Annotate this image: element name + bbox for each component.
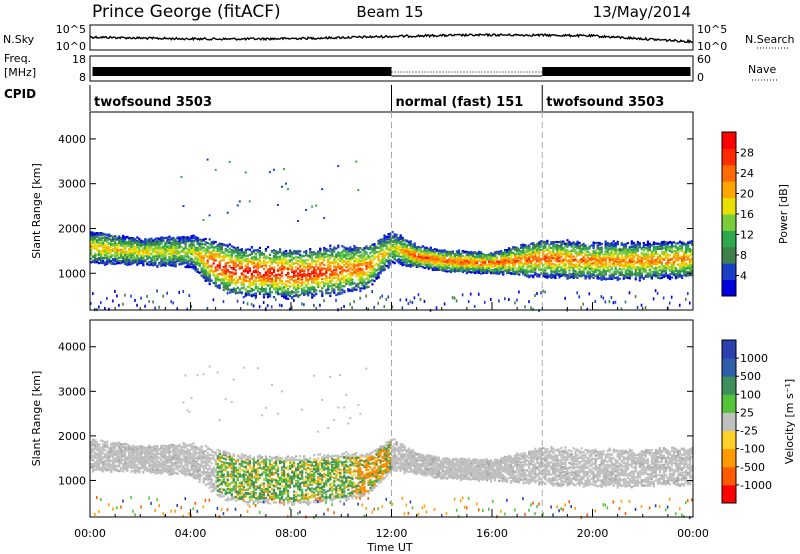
nave-label: Nave <box>748 63 776 76</box>
xtick-3: 12:00 <box>376 527 408 540</box>
velocity-cbar-seg-2 <box>722 448 736 468</box>
freq-bar-seg2 <box>542 67 691 76</box>
velocity-cbar-seg-1 <box>722 466 736 486</box>
velocity-scatter <box>90 365 694 520</box>
power-scatter <box>90 158 694 313</box>
velocity-cbar-seg-7 <box>722 358 736 377</box>
freq-tick-bottom: 8 <box>79 71 86 84</box>
sky-noise-trace <box>89 32 694 45</box>
power-cbar-seg-4 <box>722 214 736 231</box>
nave-tick-top: 60 <box>697 53 711 66</box>
velocity-cbar-seg-8 <box>722 340 736 359</box>
power-cbar-seg-1 <box>722 263 736 281</box>
velocity-cbar-seg-3 <box>722 430 736 450</box>
velocity-cbar-tick-5: -100 <box>740 443 765 456</box>
velocity-ytick-1: 2000 <box>58 430 86 443</box>
velocity-ytick-2: 3000 <box>58 385 86 398</box>
date-label: 13/May/2014 <box>593 3 691 21</box>
velocity-cbar-label: Velocity [m s⁻¹] <box>783 379 796 464</box>
xtick-6: 00:00 <box>677 527 709 540</box>
sky-left-tick-top: 10^5 <box>56 23 86 36</box>
freq-label-line1: Freq. <box>4 52 31 65</box>
sky-panel-frame <box>89 24 694 51</box>
power-cbar-tick-4: 20 <box>740 188 754 201</box>
power-cbar-seg-5 <box>722 197 736 215</box>
sky-right-tick-bottom: 10^0 <box>697 40 727 53</box>
velocity-cbar-frame <box>721 339 737 504</box>
velocity-cbar-tick-2: 100 <box>740 388 761 401</box>
velocity-cbar-tick-0: 1000 <box>740 352 768 365</box>
power-cbar-seg-0 <box>722 279 736 297</box>
power-cbar-seg-6 <box>722 181 736 199</box>
power-cbar-tick-5: 24 <box>740 167 754 180</box>
power-ytick-2: 3000 <box>58 178 86 191</box>
power-ytick-1: 2000 <box>58 222 86 235</box>
freq-panel-frame <box>89 55 694 82</box>
power-cbar-seg-3 <box>722 230 736 248</box>
power-ylabel: Slant Range [km] <box>30 163 43 259</box>
velocity-ytick-0: 1000 <box>58 474 86 487</box>
velocity-cbar-tick-3: 25 <box>740 406 754 419</box>
freq-tick-top: 18 <box>72 53 86 66</box>
velocity-cbar-tick-7: -1000 <box>740 479 772 492</box>
power-cbar-tick-2: 12 <box>740 229 754 242</box>
cpid-segment-1: normal (fast) 151 <box>396 95 524 110</box>
power-cbar-seg-8 <box>722 148 736 166</box>
cpid-label: CPID <box>4 87 36 101</box>
sky-right-tick-top: 10^5 <box>697 23 727 36</box>
beam-label: Beam 15 <box>356 3 423 21</box>
xtick-5: 20:00 <box>577 527 609 540</box>
power-cbar-seg-2 <box>722 246 736 264</box>
sky-right-label: N.Search <box>745 33 795 46</box>
velocity-cbar-tick-1: 500 <box>740 370 761 383</box>
power-cbar-seg-9 <box>722 132 736 149</box>
station-title: Prince George (fitACF) <box>92 2 281 22</box>
power-cbar-label: Power [dB] <box>777 184 790 244</box>
velocity-ylabel: Slant Range [km] <box>30 371 43 467</box>
velocity-cbar-seg-6 <box>722 376 736 395</box>
velocity-cbar-seg-5 <box>722 394 736 413</box>
power-cbar-tick-3: 16 <box>740 208 754 221</box>
power-cbar-tick-6: 28 <box>740 147 754 160</box>
sky-left-tick-bottom: 10^0 <box>56 40 86 53</box>
velocity-cbar-tick-6: -500 <box>740 461 765 474</box>
xtick-0: 00:00 <box>74 527 106 540</box>
power-cbar-tick-0: 4 <box>740 270 747 283</box>
freq-label-line2: [MHz] <box>4 66 36 79</box>
power-cbar-seg-7 <box>722 164 736 182</box>
velocity-ytick-3: 4000 <box>58 341 86 354</box>
nave-tick-bottom: 0 <box>697 71 704 84</box>
xlabel: Time UT <box>366 541 412 554</box>
power-ytick-0: 1000 <box>58 267 86 280</box>
power-cbar-tick-1: 8 <box>740 249 747 262</box>
xtick-2: 08:00 <box>275 527 307 540</box>
sky-left-label: N.Sky <box>3 33 35 46</box>
power-ytick-3: 4000 <box>58 133 86 146</box>
velocity-cbar-tick-4: -25 <box>740 425 758 438</box>
velocity-cbar-seg-0 <box>722 484 736 504</box>
cpid-segment-2: twofsound 3503 <box>546 95 664 110</box>
freq-bar-seg1 <box>92 67 392 76</box>
velocity-cbar-seg-4 <box>722 412 736 432</box>
xtick-1: 04:00 <box>175 527 207 540</box>
xtick-4: 16:00 <box>476 527 508 540</box>
cpid-segment-0: twofsound 3503 <box>94 95 212 110</box>
